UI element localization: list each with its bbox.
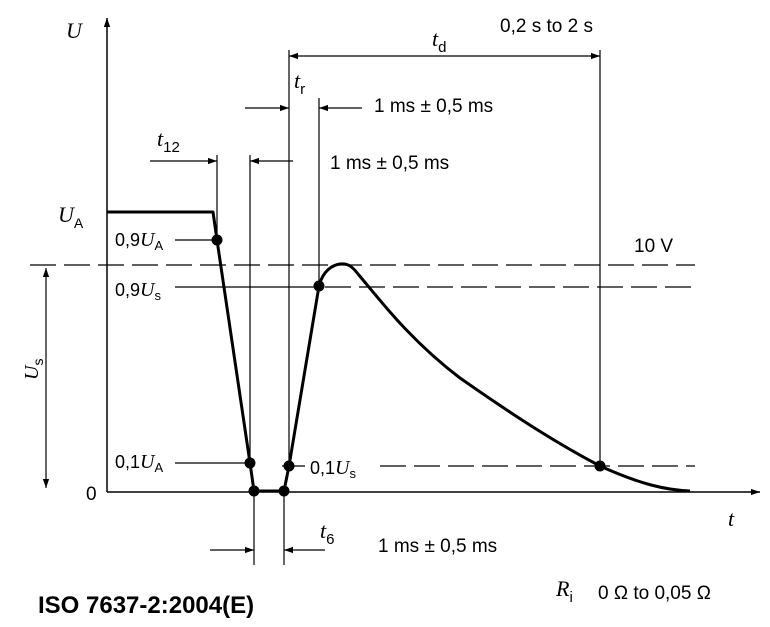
point-t6-start [248,485,260,497]
x-axis-label: t [728,506,735,531]
us-span-label: Us [21,359,46,380]
t6-value: 1 ms ± 0,5 ms [378,536,497,557]
us-90-label: 0,9Us [115,279,161,303]
point-ua-10 [244,457,256,469]
t6-symbol: t6 [320,518,334,548]
resistance-value: 0 Ω to 0,05 Ω [598,583,711,604]
y-axis-label: U [66,18,84,43]
ua-10-label: 0,1UA [115,451,163,475]
ua-label: UA [58,202,84,231]
td-symbol: td [432,26,446,56]
ten-volt-label: 10 V [634,236,673,257]
point-us-90 [313,280,325,292]
resistance-symbol: Ri [555,576,573,606]
tr-value: 1 ms ± 0,5 ms [374,96,493,117]
t12-symbol: t12 [157,126,180,156]
pulse-waveform [107,210,691,493]
ua-90-label: 0,9UA [115,229,163,253]
standard-reference: ISO 7637-2:2004(E) [38,592,254,619]
point-td-end [594,460,606,472]
origin-label: 0 [86,484,97,505]
us-10-label: 0,1Us [310,457,356,481]
tr-symbol: tr [294,68,305,98]
point-us-10 [283,460,295,472]
t12-value: 1 ms ± 0,5 ms [330,153,449,174]
point-t6-end [278,485,290,497]
point-ua-90 [211,234,223,246]
td-value: 0,2 s to 2 s [500,16,593,37]
